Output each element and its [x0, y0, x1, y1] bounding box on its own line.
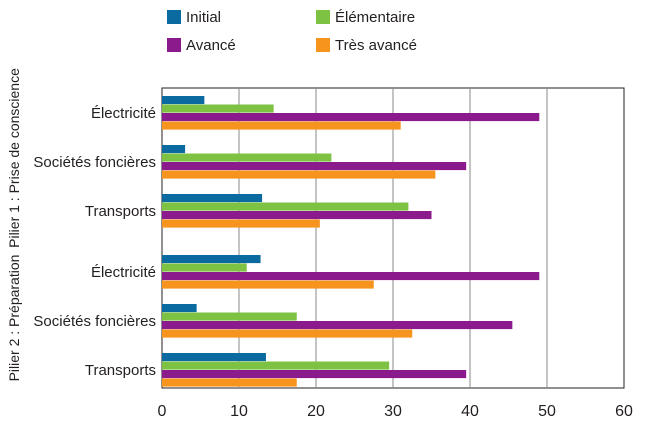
plot-area — [161, 87, 625, 389]
bar-g1-c2-s3 — [162, 378, 297, 387]
category-label-g1-c0: Électricité — [91, 264, 156, 281]
group-labels: Pilier 1 : Prise de conscience Pilier 2 :… — [6, 68, 22, 382]
legend-swatch-0 — [167, 10, 181, 24]
legend-label-3: Très avancé — [335, 37, 417, 54]
x-axis-ticks: 0 10 20 30 40 50 60 — [158, 403, 633, 420]
x-tick-label-6: 60 — [615, 403, 633, 420]
x-tick-label-0: 0 — [158, 403, 167, 420]
x-tick-label-3: 30 — [384, 403, 402, 420]
bar-g1-c1-s0 — [162, 304, 197, 313]
bar-g1-c0-s0 — [162, 255, 261, 264]
bar-g0-c2-s0 — [162, 194, 263, 203]
group-label-0: Pilier 1 : Prise de conscience — [6, 68, 22, 248]
bar-g0-c0-s3 — [162, 121, 401, 130]
bar-g0-c1-s1 — [162, 153, 332, 162]
bars — [162, 96, 540, 387]
x-tick-label-2: 20 — [307, 403, 325, 420]
bar-g0-c0-s0 — [162, 96, 205, 105]
bar-g1-c1-s2 — [162, 321, 513, 330]
legend-swatch-1 — [316, 10, 330, 24]
legend-label-1: Élémentaire — [335, 9, 415, 26]
category-label-g0-c0: Électricité — [91, 105, 156, 122]
bar-g1-c0-s2 — [162, 272, 540, 281]
x-tick-label-4: 40 — [461, 403, 479, 420]
bar-g0-c1-s2 — [162, 162, 467, 171]
bar-g0-c2-s2 — [162, 211, 432, 220]
grid-lines — [238, 88, 548, 388]
bar-g1-c0-s3 — [162, 280, 374, 289]
bar-g0-c2-s1 — [162, 202, 409, 211]
bar-g1-c1-s3 — [162, 329, 413, 338]
bar-g0-c0-s2 — [162, 113, 540, 122]
category-label-g1-c2: Transports — [85, 362, 156, 379]
category-label-g0-c1: Sociétés foncières — [33, 154, 156, 171]
x-tick-label-5: 50 — [538, 403, 556, 420]
bar-g0-c0-s1 — [162, 104, 274, 113]
category-label-g1-c1: Sociétés foncières — [33, 313, 156, 330]
bar-g0-c1-s0 — [162, 145, 186, 154]
legend-label-2: Avancé — [186, 37, 236, 54]
legend-label-0: Initial — [186, 9, 221, 26]
category-label-g0-c2: Transports — [85, 203, 156, 220]
bar-g1-c2-s0 — [162, 353, 266, 362]
legend-swatch-3 — [316, 38, 330, 52]
bar-g1-c0-s1 — [162, 263, 247, 272]
category-labels: Électricité Sociétés foncières Transports É… — [33, 105, 156, 379]
bar-g0-c1-s3 — [162, 170, 436, 179]
x-tick-label-1: 10 — [230, 403, 248, 420]
legend-swatch-2 — [167, 38, 181, 52]
bar-g1-c2-s2 — [162, 370, 467, 379]
bar-g1-c2-s1 — [162, 361, 390, 370]
bar-g0-c2-s3 — [162, 219, 320, 228]
bar-g1-c1-s1 — [162, 312, 297, 321]
group-label-1: Pilier 2 : Préparation — [6, 255, 22, 382]
chart-legend: Initial Élémentaire Avancé Très avancé — [167, 9, 417, 54]
